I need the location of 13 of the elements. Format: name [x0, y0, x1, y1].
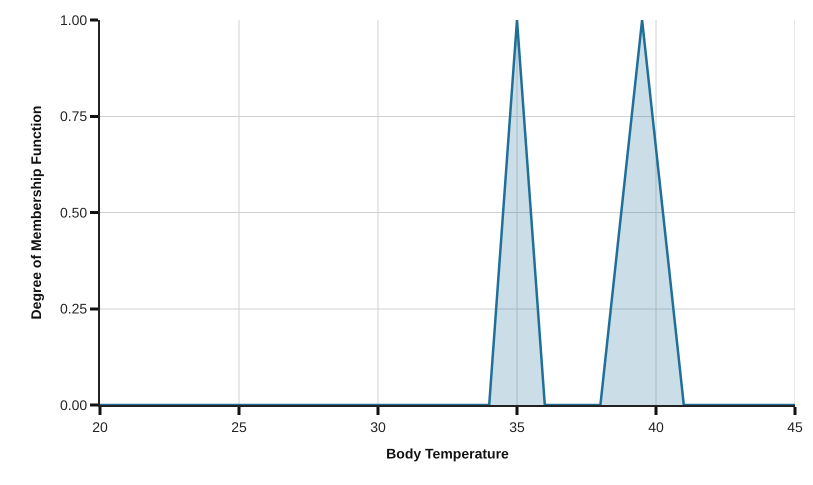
x-tick-label: 45 — [787, 418, 803, 435]
y-tick-label: 0.00 — [60, 396, 88, 413]
x-tick-label: 20 — [92, 418, 108, 435]
x-tick-label: 35 — [509, 418, 525, 435]
y-tick-label: 0.25 — [60, 300, 88, 317]
y-axis-title: Degree of Membership Function — [28, 106, 44, 320]
y-tick-label: 1.00 — [60, 12, 88, 28]
y-tick-label: 0.75 — [60, 108, 88, 124]
x-tick-label: 25 — [231, 418, 247, 435]
x-axis-title: Body Temperature — [386, 446, 510, 462]
x-tick-label: 40 — [648, 418, 664, 435]
x-tick-label: 30 — [370, 418, 386, 435]
y-tick-label: 0.50 — [60, 204, 88, 220]
